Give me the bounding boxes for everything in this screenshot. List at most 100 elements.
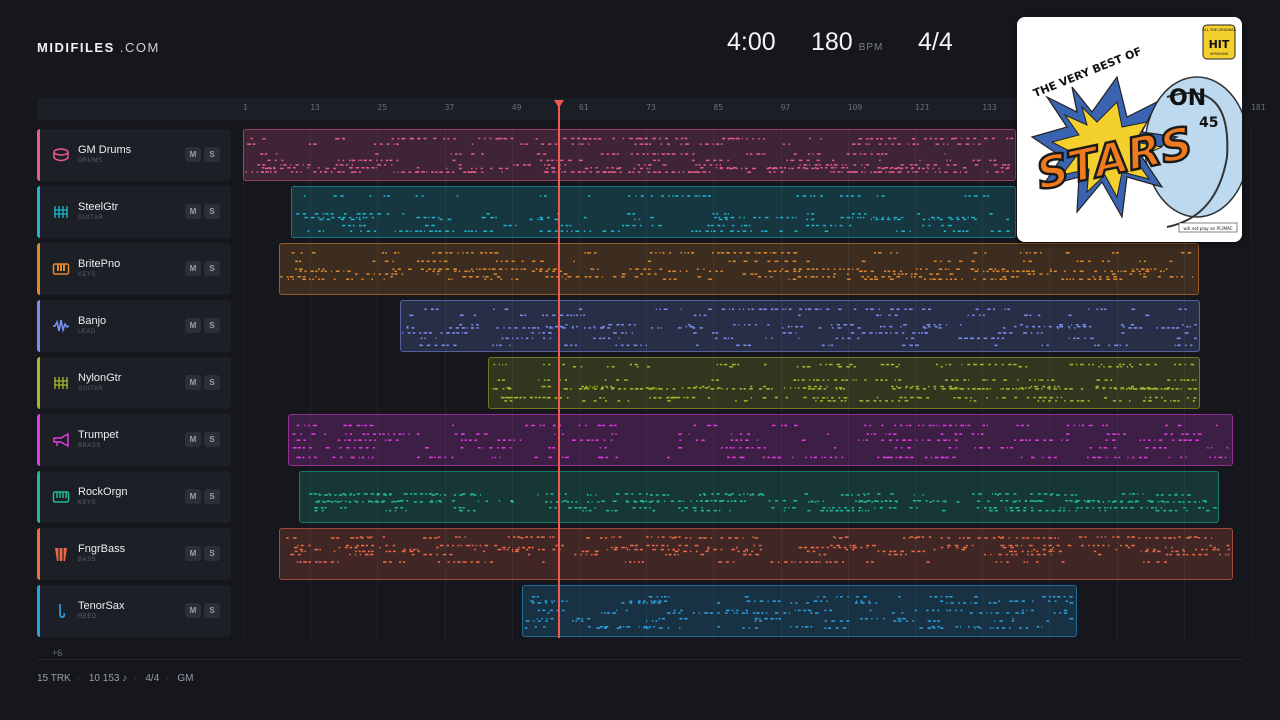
mute-button[interactable]: M bbox=[185, 432, 201, 447]
solo-button[interactable]: S bbox=[204, 375, 220, 390]
cover-number: 45 bbox=[1199, 115, 1218, 131]
solo-button[interactable]: S bbox=[204, 603, 220, 618]
mute-button[interactable]: M bbox=[185, 318, 201, 333]
ruler-tick: 109 bbox=[847, 103, 863, 112]
solo-button[interactable]: S bbox=[204, 147, 220, 162]
track-header[interactable]: Trumpet BRASS M S bbox=[37, 414, 231, 466]
midi-notes bbox=[402, 308, 1197, 347]
midi-notes bbox=[286, 536, 1230, 563]
track-clip[interactable] bbox=[522, 585, 1077, 637]
track-color-bar bbox=[37, 585, 40, 637]
mute-button[interactable]: M bbox=[185, 261, 201, 276]
bar-gridline bbox=[915, 126, 916, 640]
mute-button[interactable]: M bbox=[185, 546, 201, 561]
track-header[interactable]: FngrBass BASS M S bbox=[37, 528, 231, 580]
cover-badge-big: HIT bbox=[1209, 38, 1230, 51]
ruler-tick: 85 bbox=[713, 103, 724, 112]
track-name: GM Drums bbox=[78, 144, 132, 156]
cover-footnote: will not play on PC/MAC bbox=[1183, 226, 1232, 231]
bar-gridline bbox=[982, 126, 984, 640]
track-header[interactable]: SteelGtr GUITAR M S bbox=[37, 186, 231, 238]
bar-gridline bbox=[713, 126, 715, 640]
track-clip[interactable] bbox=[291, 186, 1016, 238]
track-header[interactable]: BritePno KEYS M S bbox=[37, 243, 231, 295]
track-header[interactable]: NylonGtr GUITAR M S bbox=[37, 357, 231, 409]
waveform-icon bbox=[52, 317, 70, 335]
track-clip[interactable] bbox=[400, 300, 1200, 352]
track-header[interactable]: RockOrgn KEYS M S bbox=[37, 471, 231, 523]
track-name: FngrBass bbox=[78, 543, 126, 555]
footer-divider bbox=[37, 659, 1243, 660]
playhead[interactable] bbox=[554, 100, 564, 638]
brand-logo[interactable]: MIDIFILES .COM bbox=[37, 40, 160, 55]
midi-notes bbox=[296, 195, 1010, 232]
track-name: Trumpet bbox=[78, 429, 119, 441]
cover-badge-bottom: VERSIONS bbox=[1210, 52, 1229, 56]
track-color-bar bbox=[37, 186, 40, 238]
solo-button[interactable]: S bbox=[204, 318, 220, 333]
track-category: LEAD bbox=[78, 329, 96, 335]
solo-button[interactable]: S bbox=[204, 261, 220, 276]
bar-gridline bbox=[780, 126, 782, 640]
ruler-tick: 133 bbox=[982, 103, 997, 112]
track-color-bar bbox=[37, 471, 40, 523]
guitar-icon bbox=[52, 374, 70, 392]
midi-notes bbox=[309, 493, 1217, 512]
track-category: KEYS bbox=[78, 500, 97, 506]
track-header[interactable]: Banjo LEAD M S bbox=[37, 300, 231, 352]
ruler-tick: 37 bbox=[444, 103, 455, 112]
solo-button[interactable]: S bbox=[204, 489, 220, 504]
mute-button[interactable]: M bbox=[185, 147, 201, 162]
track-category: GUITAR bbox=[78, 386, 104, 392]
track-clip[interactable] bbox=[488, 357, 1200, 409]
ruler-tick: 97 bbox=[780, 103, 791, 112]
track-category: DRUMS bbox=[78, 158, 103, 164]
tempo-value: 180 bbox=[811, 28, 853, 56]
ruler-tick: 13 bbox=[310, 103, 320, 112]
track-name: BritePno bbox=[78, 258, 121, 270]
bar-gridline bbox=[444, 126, 446, 640]
tempo-unit: BPM bbox=[858, 42, 884, 53]
mute-button[interactable]: M bbox=[185, 489, 201, 504]
bar-gridline bbox=[1116, 126, 1118, 640]
bass-icon bbox=[52, 545, 70, 563]
track-clip[interactable] bbox=[288, 414, 1233, 466]
track-category: BASS bbox=[78, 557, 97, 563]
track-color-bar bbox=[37, 129, 40, 181]
track-color-bar bbox=[37, 300, 40, 352]
track-clip[interactable] bbox=[243, 129, 1016, 181]
mute-button[interactable]: M bbox=[185, 603, 201, 618]
midi-notes bbox=[524, 596, 1074, 629]
track-clip[interactable] bbox=[299, 471, 1219, 523]
midi-notes bbox=[280, 252, 1194, 281]
track-clip[interactable] bbox=[279, 528, 1233, 580]
mute-button[interactable]: M bbox=[185, 204, 201, 219]
brand-name: MIDIFILES bbox=[37, 40, 115, 55]
track-name: Banjo bbox=[78, 315, 107, 327]
footer-time-signature: 4/4 bbox=[145, 673, 160, 684]
ruler-tick: 61 bbox=[579, 103, 589, 112]
playhead-marker[interactable] bbox=[554, 100, 564, 108]
track-header[interactable]: TenorSax REED M S bbox=[37, 585, 231, 637]
mute-button[interactable]: M bbox=[185, 375, 201, 390]
more-tracks-label[interactable]: +6 bbox=[52, 648, 63, 658]
bar-gridline bbox=[377, 126, 379, 640]
drum-icon bbox=[52, 146, 70, 164]
track-color-bar bbox=[37, 528, 40, 580]
track-clip[interactable] bbox=[279, 243, 1199, 295]
track-header[interactable]: GM Drums DRUMS M S bbox=[37, 129, 231, 181]
bar-gridline bbox=[1251, 126, 1252, 640]
midi-notes bbox=[292, 424, 1229, 459]
album-cover-art: STARS ON 45 THE VERY BEST OF ALL THE ORI… bbox=[1017, 17, 1242, 242]
midi-notes bbox=[492, 363, 1198, 402]
album-cover: STARS ON 45 THE VERY BEST OF ALL THE ORI… bbox=[1017, 17, 1242, 242]
track-name: RockOrgn bbox=[78, 486, 128, 498]
solo-button[interactable]: S bbox=[204, 204, 220, 219]
sax-icon bbox=[52, 602, 70, 620]
solo-button[interactable]: S bbox=[204, 432, 220, 447]
time-signature-display: 4/4 bbox=[918, 28, 953, 56]
note-count: 10 153 ♪ bbox=[88, 673, 128, 684]
track-category: REED bbox=[78, 614, 97, 620]
track-color-bar bbox=[37, 357, 40, 409]
solo-button[interactable]: S bbox=[204, 546, 220, 561]
